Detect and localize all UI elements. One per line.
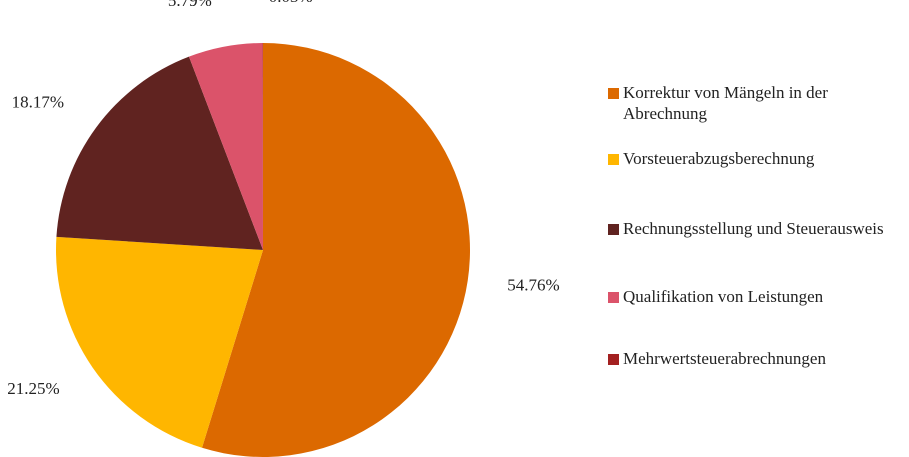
data-label: 5.79%: [168, 0, 212, 10]
legend-swatch: [608, 88, 619, 99]
legend-item: Vorsteuerabzugsberechnung: [608, 148, 909, 169]
pie-slice: [56, 236, 263, 448]
legend-label: Vorsteuerabzugsberechnung: [623, 149, 815, 168]
legend-swatch: [608, 154, 619, 165]
legend-item: Korrektur von Mängeln in der Abrechnung: [608, 82, 909, 124]
pie-slice: [188, 43, 263, 250]
pie-slice: [56, 56, 264, 251]
legend-swatch: [608, 224, 619, 235]
data-label: 0.03%: [269, 0, 313, 6]
pie-slice: [202, 43, 470, 457]
legend-label: Qualifikation von Leistungen: [623, 287, 824, 306]
legend-label: Mehrwertsteuerabrechnungen: [623, 349, 826, 368]
legend-item: Rechnungsstellung und Steuerausweis: [608, 218, 909, 239]
legend-label: Korrektur von Mängeln in der Abrechnung: [623, 83, 828, 123]
data-label: 21.25%: [7, 379, 59, 398]
legend-label: Rechnungsstellung und Steuerausweis: [623, 219, 884, 238]
data-label: 54.76%: [507, 276, 559, 295]
legend-item: Mehrwertsteuerabrechnungen: [608, 348, 909, 369]
legend-swatch: [608, 292, 619, 303]
data-label: 18.17%: [12, 93, 64, 112]
legend-item: Qualifikation von Leistungen: [608, 286, 909, 307]
legend-swatch: [608, 354, 619, 365]
